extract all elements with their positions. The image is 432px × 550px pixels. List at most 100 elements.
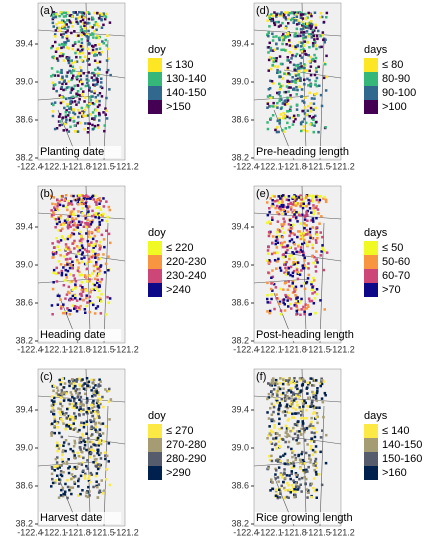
field-pixel: [307, 26, 311, 30]
field-pixel: [86, 384, 90, 387]
field-pixel: [89, 33, 92, 37]
field-pixel: [267, 58, 271, 62]
field-pixel: [294, 285, 298, 289]
field-pixel: [287, 22, 290, 25]
field-pixel: [84, 225, 88, 229]
field-pixel: [312, 464, 315, 467]
field-pixel: [62, 129, 65, 132]
field-pixel: [80, 202, 84, 205]
field-pixel: [322, 415, 325, 419]
field-pixel: [312, 108, 315, 111]
field-pixel: [287, 195, 291, 198]
field-pixel: [271, 393, 274, 396]
field-pixel: [316, 236, 319, 240]
field-pixel: [271, 17, 274, 21]
field-pixel: [95, 53, 98, 57]
field-pixel: [98, 441, 101, 445]
field-pixel: [292, 120, 296, 123]
field-pixel: [287, 17, 290, 21]
field-pixel: [295, 475, 299, 478]
legend-label: 130-140: [166, 73, 206, 85]
field-pixel: [295, 85, 298, 89]
field-pixel: [65, 128, 69, 132]
field-pixel: [57, 115, 61, 118]
field-pixel: [59, 470, 63, 473]
field-pixel: [87, 35, 90, 39]
field-pixel: [85, 35, 88, 38]
field-pixel: [65, 412, 68, 415]
field-pixel: [266, 249, 270, 252]
field-pixel: [270, 13, 273, 16]
field-pixel: [283, 245, 287, 249]
field-pixel: [85, 74, 89, 78]
legend-swatch: [148, 100, 162, 114]
field-pixel: [50, 46, 53, 50]
field-pixel: [281, 391, 285, 395]
field-pixel: [305, 228, 309, 232]
field-pixel: [75, 255, 78, 258]
field-pixel: [297, 300, 300, 303]
field-pixel: [292, 466, 295, 469]
field-pixel: [105, 229, 108, 232]
field-pixel: [87, 29, 90, 33]
legend-label: >150: [166, 101, 191, 113]
legend-label: 150-160: [382, 453, 422, 465]
field-pixel: [287, 228, 291, 232]
field-pixel: [279, 197, 282, 200]
field-pixel: [286, 395, 289, 398]
field-pixel: [295, 93, 298, 96]
field-pixel: [314, 23, 317, 27]
field-pixel: [79, 56, 82, 59]
field-pixel: [270, 442, 274, 445]
field-pixel: [86, 81, 89, 85]
field-pixel: [77, 196, 81, 199]
field-pixel: [312, 59, 315, 62]
field-pixel: [88, 42, 91, 46]
field-pixel: [286, 272, 289, 276]
field-pixel: [315, 250, 318, 253]
field-pixel: [67, 467, 70, 470]
field-pixel: [91, 26, 94, 29]
field-pixel: [60, 71, 63, 74]
field-pixel: [286, 99, 290, 102]
field-pixel: [319, 93, 323, 97]
field-pixel: [77, 477, 81, 481]
field-pixel: [287, 445, 290, 449]
field-pixel: [70, 210, 73, 213]
field-pixel: [90, 230, 93, 234]
field-pixel: [298, 11, 301, 14]
field-pixel: [50, 209, 53, 212]
field-pixel: [85, 296, 88, 300]
field-pixel: [295, 301, 299, 305]
field-pixel: [287, 203, 290, 206]
field-pixel: [286, 459, 289, 462]
field-pixel: [92, 264, 96, 268]
field-pixel: [90, 378, 93, 382]
field-pixel: [281, 205, 284, 209]
field-pixel: [61, 43, 64, 46]
field-pixel: [95, 206, 98, 210]
field-pixel: [61, 227, 64, 231]
field-pixel: [268, 301, 272, 304]
field-pixel: [75, 388, 79, 391]
field-pixel: [78, 388, 81, 391]
field-pixel: [68, 97, 71, 100]
field-pixel: [298, 394, 301, 398]
field-pixel: [289, 105, 293, 109]
field-pixel: [300, 417, 303, 420]
field-pixel: [312, 130, 315, 134]
field-pixel: [274, 473, 277, 476]
field-pixel: [275, 397, 278, 401]
field-pixel: [313, 489, 317, 493]
field-pixel: [79, 223, 82, 226]
field-pixel: [288, 116, 292, 120]
field-pixel: [93, 194, 97, 198]
field-pixel: [306, 16, 309, 19]
field-pixel: [60, 305, 63, 308]
field-pixel: [76, 226, 80, 229]
field-pixel: [70, 216, 74, 220]
field-pixel: [90, 404, 94, 407]
field-pixel: [279, 194, 282, 198]
field-pixel: [272, 419, 276, 423]
field-pixel: [64, 273, 68, 277]
